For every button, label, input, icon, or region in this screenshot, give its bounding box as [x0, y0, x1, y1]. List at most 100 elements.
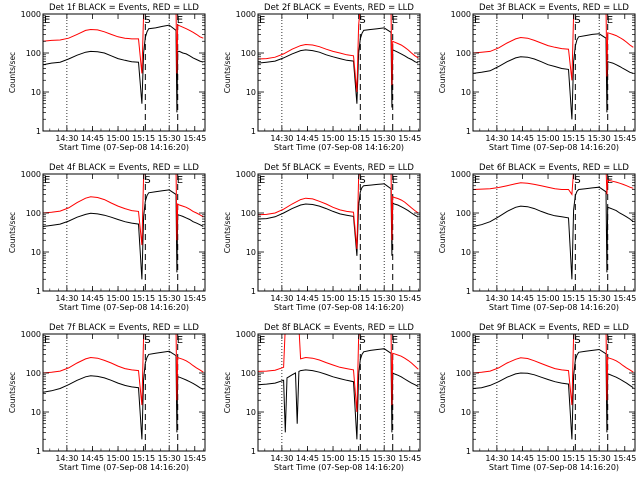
y-tick-label: 100 [26, 369, 41, 378]
panel-title: Det 4f BLACK = Events, RED = LLD [49, 163, 199, 173]
y-axis-label: Counts/sec [438, 52, 447, 93]
y-tick-label: 10 [31, 88, 41, 97]
x-tick-label: 15:15 [347, 294, 370, 303]
x-tick-label: 14:30 [270, 294, 293, 303]
end-marker-label: E [392, 175, 398, 186]
prior-end-marker-label: E [259, 15, 265, 26]
x-tick-label: 15:30 [588, 454, 611, 463]
y-tick-label: 1000 [21, 10, 41, 19]
lld-series-line [43, 174, 204, 246]
x-tick-label: 14:30 [55, 134, 78, 143]
x-tick-label: 15:00 [107, 134, 130, 143]
x-tick-label: 14:30 [270, 134, 293, 143]
x-tick-label: 14:45 [296, 294, 319, 303]
y-tick-label: 1000 [21, 170, 41, 179]
x-axis-label: Start Time (07-Sep-08 14:16:20) [489, 303, 619, 312]
events-series-line [43, 350, 204, 440]
y-tick-label: 10 [31, 408, 41, 417]
x-tick-label: 15:00 [537, 134, 560, 143]
x-tick-label: 15:15 [347, 134, 370, 143]
x-tick-label: 15:30 [373, 454, 396, 463]
y-tick-label: 1 [36, 127, 41, 136]
panel-det-9f: Det 9f BLACK = Events, RED = LLD S E E 1 10 10… [438, 323, 636, 472]
prior-end-marker-label: E [44, 335, 50, 346]
events-series-line [258, 348, 419, 440]
events-series-line [43, 24, 204, 113]
panel-det-5f: Det 5f BLACK = Events, RED = LLD S E E 1 10 10… [223, 163, 421, 312]
y-tick-label: 1 [36, 287, 41, 296]
x-axis-label: Start Time (07-Sep-08 14:16:20) [489, 463, 619, 472]
panel-det-8f: Det 8f BLACK = Events, RED = LLD S E E 1 10 10… [223, 323, 421, 472]
y-tick-label: 1000 [236, 10, 256, 19]
x-axis-label: Start Time (07-Sep-08 14:16:20) [274, 303, 404, 312]
x-tick-label: 15:45 [613, 134, 636, 143]
x-tick-label: 14:30 [485, 134, 508, 143]
prior-end-marker-label: E [259, 335, 265, 346]
x-tick-label: 14:30 [55, 454, 78, 463]
start-marker-label: S [574, 175, 580, 186]
x-tick-label: 15:00 [322, 294, 345, 303]
plot-frame [42, 333, 206, 452]
x-tick-label: 14:45 [511, 454, 534, 463]
events-series-line [473, 348, 634, 440]
y-tick-label: 10 [461, 248, 471, 257]
x-tick-label: 15:30 [158, 294, 181, 303]
x-tick-label: 15:00 [537, 454, 560, 463]
end-marker-label: E [177, 175, 183, 186]
y-tick-label: 100 [456, 209, 471, 218]
y-tick-label: 100 [241, 209, 256, 218]
plot-frame [472, 173, 636, 292]
x-tick-label: 15:30 [158, 134, 181, 143]
x-tick-label: 15:30 [588, 134, 611, 143]
start-marker-label: S [574, 15, 580, 26]
y-tick-label: 100 [241, 369, 256, 378]
x-axis-label: Start Time (07-Sep-08 14:16:20) [489, 143, 619, 152]
y-tick-label: 1000 [451, 10, 471, 19]
y-tick-label: 1 [251, 447, 256, 456]
y-tick-label: 1000 [451, 170, 471, 179]
lld-series-line [258, 334, 419, 413]
y-tick-label: 1 [466, 287, 471, 296]
prior-end-marker-label: E [474, 335, 480, 346]
y-tick-label: 10 [246, 88, 256, 97]
y-tick-label: 1 [36, 447, 41, 456]
y-tick-label: 1000 [236, 330, 256, 339]
x-tick-label: 15:30 [158, 454, 181, 463]
prior-end-marker-label: E [44, 175, 50, 186]
plot-frame [257, 173, 421, 292]
panel-title: Det 5f BLACK = Events, RED = LLD [264, 163, 414, 173]
events-series-line [258, 27, 419, 108]
events-series-line [473, 186, 634, 280]
panel-title: Det 3f BLACK = Events, RED = LLD [479, 3, 629, 13]
y-tick-label: 10 [461, 88, 471, 97]
x-tick-label: 15:00 [322, 134, 345, 143]
x-tick-label: 15:45 [398, 134, 421, 143]
y-axis-label: Counts/sec [8, 212, 17, 253]
x-tick-label: 15:45 [398, 454, 421, 463]
panel-title: Det 7f BLACK = Events, RED = LLD [49, 323, 199, 333]
x-tick-label: 14:45 [511, 294, 534, 303]
y-tick-label: 1 [251, 287, 256, 296]
x-axis-label: Start Time (07-Sep-08 14:16:20) [59, 303, 189, 312]
panel-det-3f: Det 3f BLACK = Events, RED = LLD S E E 1 10 10… [438, 3, 636, 152]
lld-series-line [258, 174, 419, 249]
y-axis-label: Counts/sec [223, 212, 232, 253]
x-tick-label: 14:45 [81, 134, 104, 143]
y-axis-label: Counts/sec [223, 52, 232, 93]
start-marker-label: S [144, 335, 150, 346]
x-tick-label: 15:00 [107, 294, 130, 303]
x-tick-label: 15:15 [562, 134, 585, 143]
x-tick-label: 15:00 [537, 294, 560, 303]
y-tick-label: 1 [466, 447, 471, 456]
lld-series-line [258, 14, 419, 93]
y-axis-label: Counts/sec [8, 372, 17, 413]
prior-end-marker-label: E [474, 15, 480, 26]
y-axis-label: Counts/sec [8, 52, 17, 93]
y-tick-label: 1000 [451, 330, 471, 339]
start-marker-label: S [574, 335, 580, 346]
panel-title: Det 1f BLACK = Events, RED = LLD [49, 3, 199, 13]
end-marker-label: E [607, 335, 613, 346]
plot-frame [42, 13, 206, 132]
y-tick-label: 100 [26, 209, 41, 218]
